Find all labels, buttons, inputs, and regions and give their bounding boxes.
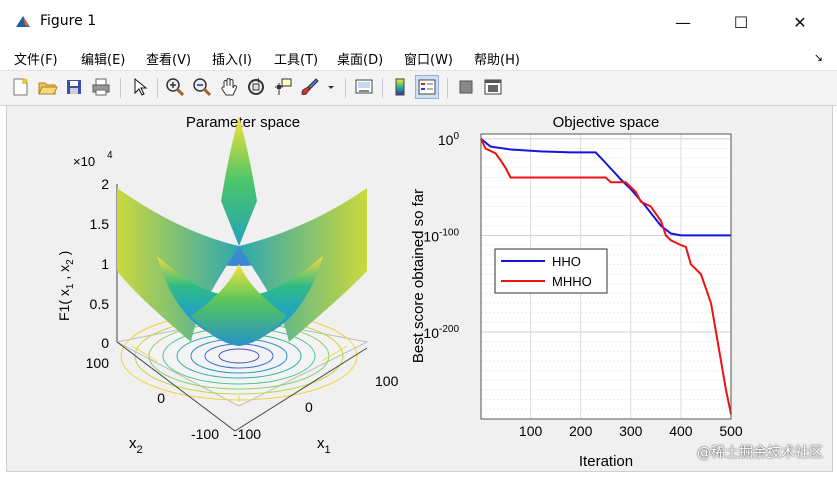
- surface-back-peak: [221, 116, 257, 246]
- toolbar-separator: [447, 78, 448, 98]
- figure-svg: Parameter space ×10 4 2 1.5 1 0.5 0 F1( …: [56, 114, 743, 470]
- z-tick: 0: [101, 335, 109, 351]
- y-ticks: 100 10-100 10-200: [423, 131, 459, 341]
- x-tick-label: 400: [669, 423, 693, 439]
- x-tick-label: 100: [519, 423, 543, 439]
- surface-right-wing: [239, 188, 367, 342]
- y-tick-label: 10-200: [423, 324, 459, 341]
- minimize-button[interactable]: —: [675, 13, 691, 32]
- x-axis-label: Iteration: [579, 453, 633, 470]
- x2-axis-label: x2: [129, 435, 143, 456]
- figure-canvas[interactable]: Parameter space ×10 4 2 1.5 1 0.5 0 F1( …: [6, 105, 833, 472]
- surface-left-wing: [117, 188, 239, 342]
- surface-front-peak: [191, 264, 287, 346]
- x1-tick: 100: [375, 373, 399, 389]
- objective-plot-title: Objective space: [553, 114, 660, 131]
- title-bar: Figure 1 — ☐ ✕: [0, 0, 837, 44]
- x-tick-label: 500: [719, 423, 743, 439]
- floor-contours: [115, 311, 369, 407]
- x1-axis-label: x1: [317, 435, 331, 456]
- chevron-down-icon[interactable]: [325, 76, 337, 98]
- x2-tick: 0: [157, 390, 165, 406]
- x1-tick: -100: [233, 426, 261, 442]
- z-tick: 1.5: [90, 216, 110, 232]
- menu-insert[interactable]: 插入(I): [212, 53, 252, 68]
- zoom-in-icon[interactable]: [164, 76, 186, 98]
- legend-label-hho: HHO: [552, 254, 581, 269]
- menu-help[interactable]: 帮助(H): [474, 53, 520, 68]
- z-tick: 2: [101, 176, 109, 192]
- link-plot-icon[interactable]: [353, 76, 375, 98]
- brush-icon[interactable]: [299, 76, 321, 98]
- toolbar-separator: [382, 78, 383, 98]
- y-tick-label: 100: [438, 131, 460, 148]
- toolbar-separator: [120, 78, 121, 98]
- menu-bar: 文件(F) 编辑(E) 查看(V) 插入(I) 工具(T) 桌面(D) 窗口(W…: [0, 44, 837, 70]
- legend-label-mhho: MHHO: [552, 274, 592, 289]
- menu-view[interactable]: 查看(V): [146, 53, 192, 68]
- menu-file[interactable]: 文件(F): [14, 53, 58, 68]
- insert-legend-icon[interactable]: [415, 75, 439, 99]
- x2-ticks: 100 0 -100: [86, 355, 220, 442]
- open-file-icon[interactable]: [36, 76, 58, 98]
- maximize-button[interactable]: ☐: [733, 13, 749, 32]
- save-icon[interactable]: [63, 76, 85, 98]
- x1-tick: 0: [305, 399, 313, 415]
- zoom-out-icon[interactable]: [191, 76, 213, 98]
- rotate-3d-icon[interactable]: [245, 76, 267, 98]
- objective-space-axes: Objective space 100 200 300 400 500 100 10-10…: [410, 114, 743, 470]
- series-lines: [480, 138, 732, 415]
- legend-box: [494, 248, 608, 294]
- z-ticks: 2 1.5 1 0.5 0: [90, 176, 110, 351]
- series-line-hho: [480, 138, 731, 237]
- z-tick: 0.5: [90, 296, 110, 312]
- y-axis-label: Best score obtained so far: [410, 189, 427, 363]
- insert-colorbar-icon[interactable]: [389, 76, 411, 98]
- toolbar-separator: [345, 78, 346, 98]
- print-icon[interactable]: [90, 76, 112, 98]
- matlab-logo-icon: [14, 13, 32, 31]
- watermark: @稀土掘金技术社区: [697, 445, 823, 461]
- y-tick-label: 10-100: [423, 227, 459, 244]
- parameter-space-axes: Parameter space ×10 4 2 1.5 1 0.5 0 F1( …: [56, 114, 399, 456]
- show-plot-tools-icon[interactable]: [482, 76, 504, 98]
- x1-axis-line: [234, 347, 368, 432]
- dock-arrow-icon[interactable]: ↘: [813, 51, 823, 64]
- param-plot-title: Parameter space: [186, 114, 300, 131]
- z-multiplier: ×10: [73, 154, 95, 169]
- menu-edit[interactable]: 编辑(E): [81, 53, 126, 68]
- x-tick-label: 200: [569, 423, 593, 439]
- menu-tools[interactable]: 工具(T): [274, 53, 319, 68]
- x2-axis-line: [116, 341, 236, 432]
- close-button[interactable]: ✕: [793, 13, 807, 32]
- pan-icon[interactable]: [218, 76, 240, 98]
- menu-desktop[interactable]: 桌面(D): [337, 53, 384, 68]
- plot-border: [480, 133, 732, 420]
- toolbar-separator: [157, 78, 158, 98]
- legend[interactable]: HHO MHHO: [494, 248, 608, 294]
- x-ticks: 100 200 300 400 500: [519, 423, 743, 439]
- x1-ticks: 100 0 -100: [233, 373, 399, 442]
- hide-plot-tools-icon[interactable]: [455, 76, 477, 98]
- new-figure-icon[interactable]: [9, 76, 31, 98]
- menu-window[interactable]: 窗口(W): [404, 53, 453, 68]
- x-tick-label: 300: [619, 423, 643, 439]
- x2-tick: 100: [86, 355, 110, 371]
- z-tick: 1: [101, 256, 109, 272]
- z-axis-label: F1( x1 , x2 ): [56, 251, 76, 321]
- window-title: Figure 1: [40, 13, 97, 29]
- data-cursor-icon[interactable]: [272, 76, 294, 98]
- z-multiplier-exponent: 4: [107, 150, 113, 161]
- pointer-icon[interactable]: [128, 76, 150, 98]
- x2-tick: -100: [191, 426, 219, 442]
- series-line-mhho: [480, 138, 732, 415]
- toolbar: [0, 70, 837, 106]
